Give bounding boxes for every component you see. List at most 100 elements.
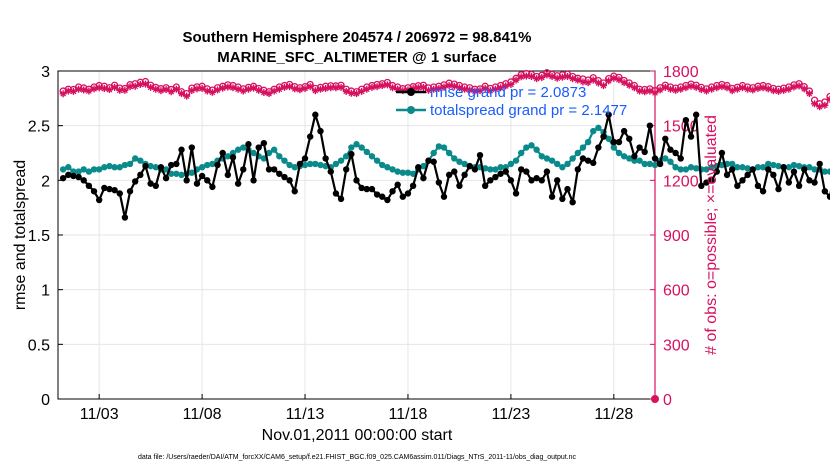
obs-evaluated-point (419, 83, 427, 91)
obs-evaluated-point (430, 85, 438, 93)
rmse-point (564, 185, 571, 193)
rmse-point (569, 199, 576, 206)
totalspread-point (692, 165, 700, 172)
totalspread-point (502, 164, 509, 171)
rmse-point (579, 155, 587, 162)
obs-evaluated-point (311, 87, 319, 95)
totalspread-point (116, 164, 123, 171)
rmse-point (80, 177, 87, 184)
obs-evaluated-point (445, 82, 453, 90)
obs-evaluated-point (584, 79, 592, 87)
rmse-point (379, 193, 386, 200)
rmse-point (620, 127, 628, 135)
rmse-point (270, 166, 278, 173)
right-y-tick-label: 0 (663, 392, 672, 409)
rmse-point (368, 185, 376, 193)
obs-evaluated-point (322, 84, 330, 92)
obs-evaluated-point (358, 87, 366, 95)
rmse-point (332, 190, 340, 197)
obs-evaluated-point (75, 85, 83, 93)
obs-evaluated-point (708, 85, 716, 93)
rmse-point (265, 166, 273, 173)
rmse-point (656, 160, 664, 168)
rmse-point (765, 166, 772, 173)
right-y-axis-label: # of obs: o=possible; ×=evaluated (703, 115, 720, 355)
totalspread-point (358, 144, 365, 151)
rmse-point (95, 196, 103, 204)
rmse-point (806, 177, 813, 184)
rmse-point (65, 171, 72, 179)
rmse-point (250, 177, 257, 184)
totalspread-point (209, 160, 216, 168)
obs-evaluated-point (646, 87, 654, 95)
rmse-point (574, 166, 582, 173)
totalspread-point (631, 157, 638, 164)
obs-evaluated-point (389, 84, 397, 92)
rmse-point (600, 133, 607, 140)
obs-evaluated-point (502, 82, 510, 90)
rmse-point (734, 182, 741, 189)
rmse-point (497, 170, 504, 177)
rmse-point (353, 177, 360, 184)
totalspread-point (137, 157, 144, 164)
totalspread-point (451, 155, 458, 162)
totalspread-point (615, 149, 623, 157)
rmse-point (785, 179, 793, 186)
obs-evaluated-point (435, 84, 443, 92)
obs-evaluated-point (234, 85, 242, 93)
obs-evaluated-point (702, 87, 710, 95)
rmse-point (487, 177, 494, 184)
totalspread-point (492, 166, 499, 173)
totalspread-point (404, 169, 412, 176)
rmse-point (121, 214, 129, 221)
rmse-point (337, 195, 345, 203)
obs-evaluated-point (569, 75, 577, 83)
obs-evaluated-point (790, 83, 798, 91)
rmse-point (312, 111, 319, 118)
rmse-point (137, 171, 144, 179)
rmse-point (502, 168, 509, 175)
obs-evaluated-point (656, 86, 664, 94)
obs-evaluated-point (363, 85, 371, 93)
obs-evaluated-point (548, 72, 556, 80)
totalspread-point (168, 170, 175, 177)
right-y-tick-label: 1800 (663, 64, 699, 81)
rmse-point (749, 166, 756, 173)
obs-evaluated-point (728, 87, 736, 95)
totalspread-point (301, 161, 309, 169)
totalspread-point (204, 161, 211, 169)
totalspread-point (373, 157, 381, 164)
rmse-point (445, 171, 453, 179)
obs-evaluated-point (481, 84, 489, 92)
totalspread-point (343, 153, 350, 160)
data-file-footer: data file: /Users/raeder/DAI/ATM_forcXX/… (138, 454, 577, 461)
totalspread-point (703, 166, 710, 173)
rmse-point (626, 135, 633, 142)
totalspread-point (554, 160, 561, 168)
rmse-point (646, 122, 654, 129)
rmse-point (306, 133, 314, 140)
obs-evaluated-point (738, 84, 746, 92)
totalspread-point (770, 161, 777, 169)
legend-rmse-label: rmse grand pr = 2.0873 (430, 84, 586, 101)
obs-evaluated-point (579, 78, 587, 86)
totalspread-point (728, 160, 736, 168)
rmse-point (198, 172, 206, 180)
rmse-point (801, 166, 808, 173)
totalspread-point (806, 164, 813, 171)
totalspread-point (399, 169, 407, 176)
obs-evaluated-point (600, 82, 608, 90)
rmse-point (677, 155, 684, 162)
totalspread-point (229, 149, 237, 157)
left-y-tick-label: 0.5 (28, 337, 50, 354)
rmse-point (754, 182, 762, 189)
totalspread-point (507, 160, 515, 168)
rmse-point (631, 153, 638, 160)
obs-evaluated-point (105, 86, 113, 94)
obs-evaluated-point (651, 89, 659, 97)
totalspread-point (559, 164, 566, 171)
totalspread-point (276, 153, 283, 160)
rmse-point (703, 179, 710, 186)
obs-evaluated-point (795, 82, 803, 90)
